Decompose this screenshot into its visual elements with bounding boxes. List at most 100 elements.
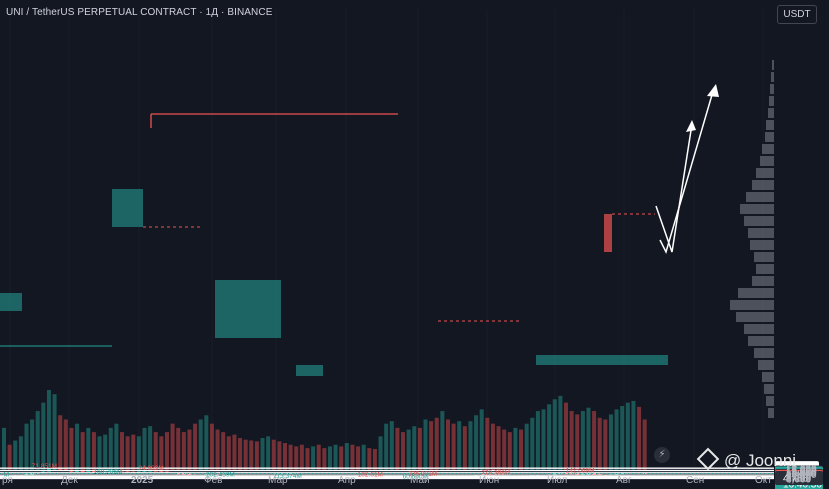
time-tick-label: ря: [2, 475, 13, 486]
volume-bar: [384, 423, 389, 470]
candle-body: [164, 471, 169, 473]
time-tick-label: Авг: [616, 475, 632, 486]
volume-bar: [485, 417, 490, 470]
price-tick-label: 16,000: [786, 466, 817, 477]
profile-bar: [730, 300, 774, 310]
zone-box: [215, 280, 281, 338]
candle-body: [569, 473, 574, 475]
symbol-name[interactable]: UNI / TetherUS PERPETUAL CONTRACT: [6, 7, 197, 18]
volume-bar: [260, 438, 265, 470]
volume-bar: [209, 423, 214, 470]
candle-body: [86, 471, 91, 473]
time-tick-label: Окт: [755, 475, 772, 486]
zone-box: [0, 293, 22, 311]
volume-bar: [625, 402, 630, 470]
volume-bar: [642, 419, 647, 470]
volume-bar: [226, 436, 231, 470]
volume-bar: [344, 443, 349, 470]
candle-body: [187, 473, 192, 475]
arrow-head: [707, 84, 719, 97]
volume-bar: [356, 446, 361, 470]
price-tick-label: 8,000: [786, 471, 811, 482]
profile-bar: [744, 324, 774, 334]
candle-body: [142, 470, 147, 472]
candle-body: [153, 470, 158, 472]
time-tick-label: Фев: [204, 475, 222, 486]
demand-zones: [0, 189, 668, 376]
price-tick-label: 13,000: [786, 468, 817, 479]
volume-bar: [327, 446, 332, 470]
candle-body: [614, 473, 619, 475]
profile-bar: [744, 216, 774, 226]
annotation-label: 24.989M: [139, 465, 164, 472]
volume-bar: [232, 434, 237, 470]
volume-bar: [547, 404, 552, 470]
volume-bar: [198, 419, 203, 470]
lightning-icon[interactable]: ⚡: [654, 447, 670, 463]
volume-bar: [395, 427, 400, 470]
header-separator: ·: [218, 7, 228, 18]
projection-arrows[interactable]: [655, 84, 719, 255]
candle-body: [30, 473, 35, 475]
currency-selector[interactable]: USDT: [777, 5, 817, 24]
candle-body: [136, 471, 141, 473]
profile-bar: [768, 408, 774, 418]
exchange-name: BINANCE: [227, 7, 273, 18]
candle-body: [597, 473, 602, 475]
candle-body: [575, 473, 580, 475]
volume-bar: [30, 419, 35, 470]
time-tick-label: Июн: [479, 475, 499, 486]
volume-bar: [91, 432, 96, 470]
time-tick-label: Июл: [547, 475, 567, 486]
chart-header: UNI / TetherUS PERPETUAL CONTRACT · 1Д ·…: [6, 7, 272, 18]
volume-bar: [586, 407, 591, 470]
annotation-label: 60.600M: [403, 473, 428, 480]
candle-body: [580, 473, 585, 475]
volume-bar: [575, 414, 580, 470]
price-tick-label: 14,000: [786, 467, 817, 478]
volume-bar: [18, 436, 23, 470]
volume-bar: [266, 436, 271, 470]
volume-bar: [490, 423, 495, 470]
volume-bar: [535, 411, 540, 470]
timeframe[interactable]: 1Д: [205, 7, 219, 18]
volume-bar: [569, 411, 574, 470]
arrow-head: [686, 120, 696, 132]
volume-bar: [603, 419, 608, 470]
volume-bar: [339, 446, 344, 470]
annotation-label: 141.069M: [566, 468, 595, 475]
price-badge-label: 4,766: [783, 473, 808, 484]
volume-bar: [131, 434, 136, 470]
volume-bar: [507, 432, 512, 470]
profile-bar: [748, 228, 774, 238]
time-axis[interactable]: ря Дек 2025 Фев Мар Апр Май Июн Июл Авг Сен Окт: [2, 475, 772, 486]
volume-bar: [614, 409, 619, 470]
candle-body: [159, 471, 164, 473]
volume-bar: [153, 432, 158, 470]
price-axis[interactable]: 18,00017,00016,00015,00014,00013,00012,0…: [786, 464, 817, 486]
horizontal-levels[interactable]: 18,62315,32812,0338,7086,7995,5984,05812…: [0, 113, 823, 489]
annotation-label: 236.901M: [408, 471, 437, 478]
volume-bar: [75, 423, 80, 470]
volume-bar: [462, 426, 467, 470]
profile-bar: [764, 384, 774, 394]
volume-bar: [176, 427, 181, 470]
volume-bar: [142, 427, 147, 470]
volume-bar: [2, 427, 6, 470]
volume-bar: [440, 411, 445, 470]
volume-bar: [311, 446, 316, 470]
volume-bar: [294, 446, 299, 470]
price-tick-label: 17,000: [786, 465, 817, 476]
annotation-label: 102.01M: [358, 472, 383, 479]
profile-bar: [754, 252, 774, 262]
profile-bar: [760, 156, 774, 166]
volume-bar: [401, 432, 406, 470]
profile-bar: [752, 276, 774, 286]
volume-bar: [423, 419, 428, 470]
price-tick-label: 11,000: [786, 469, 816, 480]
volume-bar: [103, 434, 108, 470]
profile-bar: [766, 120, 774, 130]
candle-body: [91, 471, 96, 473]
zone-box: [604, 214, 612, 252]
